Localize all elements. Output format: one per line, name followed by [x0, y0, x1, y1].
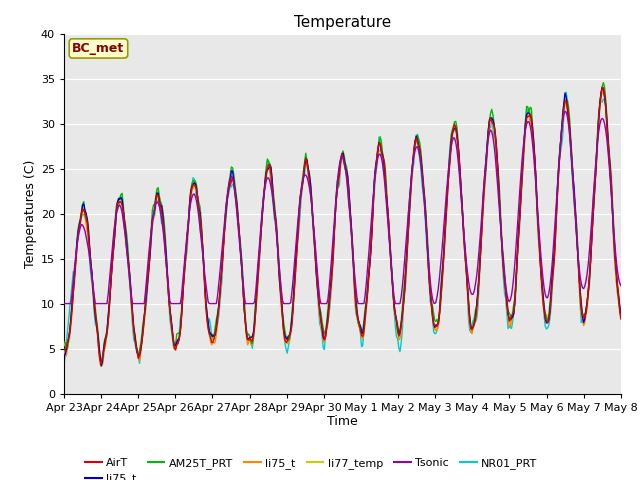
Text: BC_met: BC_met: [72, 42, 125, 55]
X-axis label: Time: Time: [327, 415, 358, 429]
Title: Temperature: Temperature: [294, 15, 391, 30]
Y-axis label: Temperatures (C): Temperatures (C): [24, 159, 36, 268]
Legend: AirT, li75_t, AM25T_PRT, li75_t, li77_temp, Tsonic, NR01_PRT: AirT, li75_t, AM25T_PRT, li75_t, li77_te…: [81, 454, 542, 480]
